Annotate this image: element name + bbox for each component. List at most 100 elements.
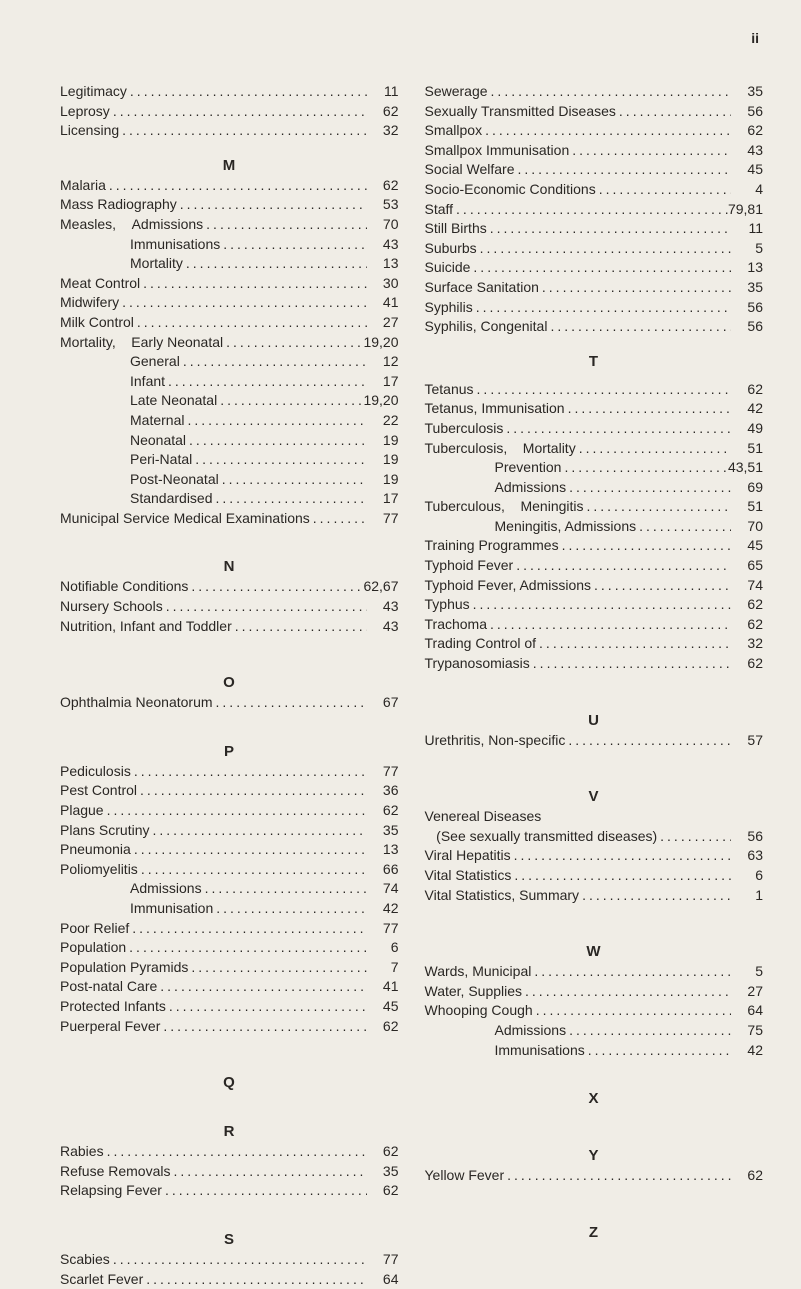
entry-label: Ophthalmia Neonatorum (60, 693, 213, 713)
leader-dots: ........................................… (131, 840, 367, 860)
leader-dots: ........................................… (474, 380, 731, 400)
index-entry: Post-Neonatal...........................… (60, 470, 399, 490)
index-entry: Poor Relief.............................… (60, 919, 399, 939)
leader-dots: ........................................… (131, 762, 367, 782)
entry-page: 35 (731, 278, 763, 298)
index-entry: Infant..................................… (60, 372, 399, 392)
entry-label: Pediculosis (60, 762, 131, 782)
entry-label: Syphilis, Congenital (425, 317, 548, 337)
index-entry: Smallpox................................… (425, 121, 764, 141)
leader-dots: ........................................… (223, 333, 363, 353)
entry-page: 22 (367, 411, 399, 431)
leader-dots: ........................................… (504, 1166, 731, 1186)
entry-label: Refuse Removals (60, 1162, 171, 1182)
entry-page: 36 (367, 781, 399, 801)
section-header: S (60, 1231, 399, 1248)
entry-page: 13 (367, 254, 399, 274)
index-entry: Immunisation............................… (60, 899, 399, 919)
index-entry: Standardised............................… (60, 489, 399, 509)
entry-label: Municipal Service Medical Examinations (60, 509, 310, 529)
entry-label: Peri-Natal (60, 450, 192, 470)
index-entry: Yellow Fever............................… (425, 1166, 764, 1186)
entry-page: 49 (731, 419, 763, 439)
entry-page: 6 (367, 938, 399, 958)
index-entry: Syphilis................................… (425, 298, 764, 318)
entry-page: 57 (731, 731, 763, 751)
leader-dots: ........................................… (453, 200, 728, 220)
entry-page: 77 (367, 1250, 399, 1270)
leader-dots: ........................................… (539, 278, 731, 298)
entry-page: 12 (367, 352, 399, 372)
leader-dots: ........................................… (220, 235, 366, 255)
leader-dots: ........................................… (138, 860, 367, 880)
entry-label: Still Births (425, 219, 487, 239)
entry-label: Venereal Diseases (425, 807, 542, 827)
entry-page: 62 (731, 1166, 763, 1186)
entry-label: Tuberculosis, Mortality (425, 439, 576, 459)
index-entry: Tuberculosis, Mortality.................… (425, 439, 764, 459)
index-entry: Social Welfare..........................… (425, 160, 764, 180)
entry-label: Standardised (60, 489, 213, 509)
entry-label: Mortality (60, 254, 183, 274)
leader-dots: ........................................… (522, 982, 731, 1002)
entry-label: Typhus (425, 595, 470, 615)
index-entry: Typhoid Fever...........................… (425, 556, 764, 576)
entry-label: Sexually Transmitted Diseases (425, 102, 616, 122)
entry-page: 56 (731, 102, 763, 122)
leader-dots: ........................................… (217, 391, 363, 411)
leader-dots: ........................................… (119, 293, 366, 313)
index-entry: General.................................… (60, 352, 399, 372)
entry-label: Prevention (425, 458, 562, 478)
entry-label: Malaria (60, 176, 106, 196)
entry-label: Poliomyelitis (60, 860, 138, 880)
leader-dots: ........................................… (470, 595, 731, 615)
entry-page: 67 (367, 693, 399, 713)
leader-dots: ........................................… (192, 450, 366, 470)
entry-page: 70 (731, 517, 763, 537)
leader-dots: ........................................… (137, 781, 366, 801)
entry-label: Admissions (60, 879, 202, 899)
index-entry: Suburbs.................................… (425, 239, 764, 259)
index-entry: Meat Control............................… (60, 274, 399, 294)
index-entry: Trading Control of......................… (425, 634, 764, 654)
index-entry: Water, Supplies.........................… (425, 982, 764, 1002)
index-entry: Nutrition, Infant and Toddler...........… (60, 617, 399, 637)
entry-page: 41 (367, 977, 399, 997)
index-entry: Vital Statistics........................… (425, 866, 764, 886)
leader-dots: ........................................… (110, 1250, 367, 1270)
entry-label: Pest Control (60, 781, 137, 801)
entry-page: 42 (731, 399, 763, 419)
index-entry: Plague..................................… (60, 801, 399, 821)
entry-label: Typhoid Fever (425, 556, 514, 576)
leader-dots: ........................................… (165, 372, 366, 392)
entry-label: Tuberculosis (425, 419, 504, 439)
section-header: X (425, 1090, 764, 1107)
entry-page: 19 (367, 450, 399, 470)
leader-dots: ........................................… (129, 919, 366, 939)
entry-label: Admissions (425, 1021, 567, 1041)
leader-dots: ........................................… (576, 439, 731, 459)
index-entry: Wards, Municipal........................… (425, 962, 764, 982)
entry-label: Syphilis (425, 298, 473, 318)
leader-dots: ........................................… (488, 82, 731, 102)
entry-page: 32 (731, 634, 763, 654)
index-entry: Late Neonatal...........................… (60, 391, 399, 411)
entry-label: Smallpox (425, 121, 483, 141)
entry-page: 45 (367, 997, 399, 1017)
section-header: Z (425, 1224, 764, 1241)
entry-page: 13 (367, 840, 399, 860)
entry-label: Wards, Municipal (425, 962, 532, 982)
index-entry: Ophthalmia Neonatorum...................… (60, 693, 399, 713)
leader-dots: ........................................… (183, 254, 367, 274)
leader-dots: ........................................… (104, 801, 367, 821)
leader-dots: ........................................… (596, 180, 731, 200)
entry-page: 62 (731, 615, 763, 635)
entry-page: 64 (731, 1001, 763, 1021)
entry-page: 6 (731, 866, 763, 886)
entry-page: 35 (731, 82, 763, 102)
entry-label: Legitimacy (60, 82, 127, 102)
leader-dots: ........................................… (186, 431, 366, 451)
leader-dots: ........................................… (219, 470, 367, 490)
entry-label: Relapsing Fever (60, 1181, 162, 1201)
entry-page: 77 (367, 509, 399, 529)
